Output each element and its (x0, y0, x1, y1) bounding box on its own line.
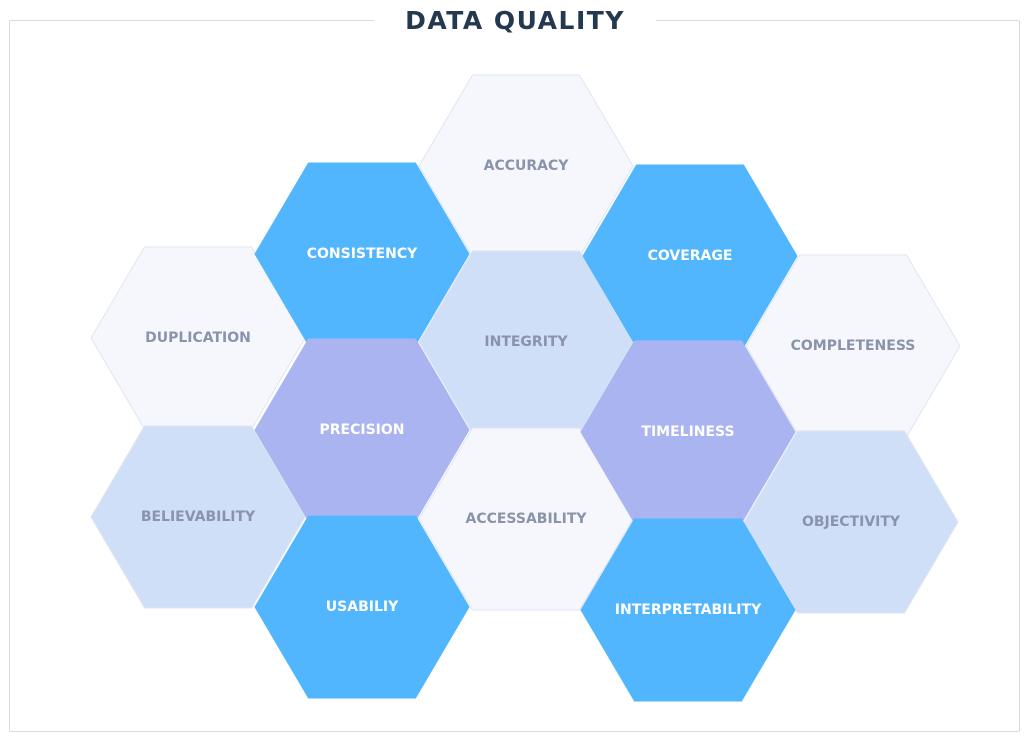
hex-label-coverage: COVERAGE (648, 248, 733, 264)
hex-label-accuracy: ACCURACY (484, 158, 570, 174)
hex-label-timeliness: TIMELINESS (641, 424, 734, 440)
hex-usabiliy: USABILIY (254, 515, 470, 699)
hex-label-consistency: CONSISTENCY (307, 246, 418, 262)
hex-label-duplication: DUPLICATION (145, 330, 251, 346)
hex-timeliness: TIMELINESS (580, 340, 796, 524)
hex-objectivity: OBJECTIVITY (743, 430, 959, 614)
hex-believability: BELIEVABILITY (90, 425, 306, 609)
hex-shape (90, 425, 306, 609)
hex-label-integrity: INTEGRITY (484, 334, 568, 350)
hex-label-interpretability: INTERPRETABILITY (615, 602, 762, 618)
hex-label-objectivity: OBJECTIVITY (802, 514, 901, 530)
title-container: DATA QUALITY (374, 2, 656, 38)
hex-shape (743, 430, 959, 614)
hex-label-accessability: ACCESSABILITY (465, 511, 587, 527)
hex-shape (254, 515, 470, 699)
hex-label-believability: BELIEVABILITY (141, 509, 256, 525)
hex-label-usabiliy: USABILIY (326, 599, 399, 615)
diagram-title: DATA QUALITY (405, 5, 625, 35)
hex-accessability: ACCESSABILITY (418, 427, 634, 611)
hex-label-precision: PRECISION (320, 422, 405, 438)
hex-coverage: COVERAGE (582, 164, 798, 348)
hex-shape (580, 518, 796, 702)
hex-interpretability: INTERPRETABILITY (580, 518, 796, 702)
hex-precision: PRECISION (254, 338, 470, 522)
hex-label-completeness: COMPLETENESS (791, 338, 916, 354)
